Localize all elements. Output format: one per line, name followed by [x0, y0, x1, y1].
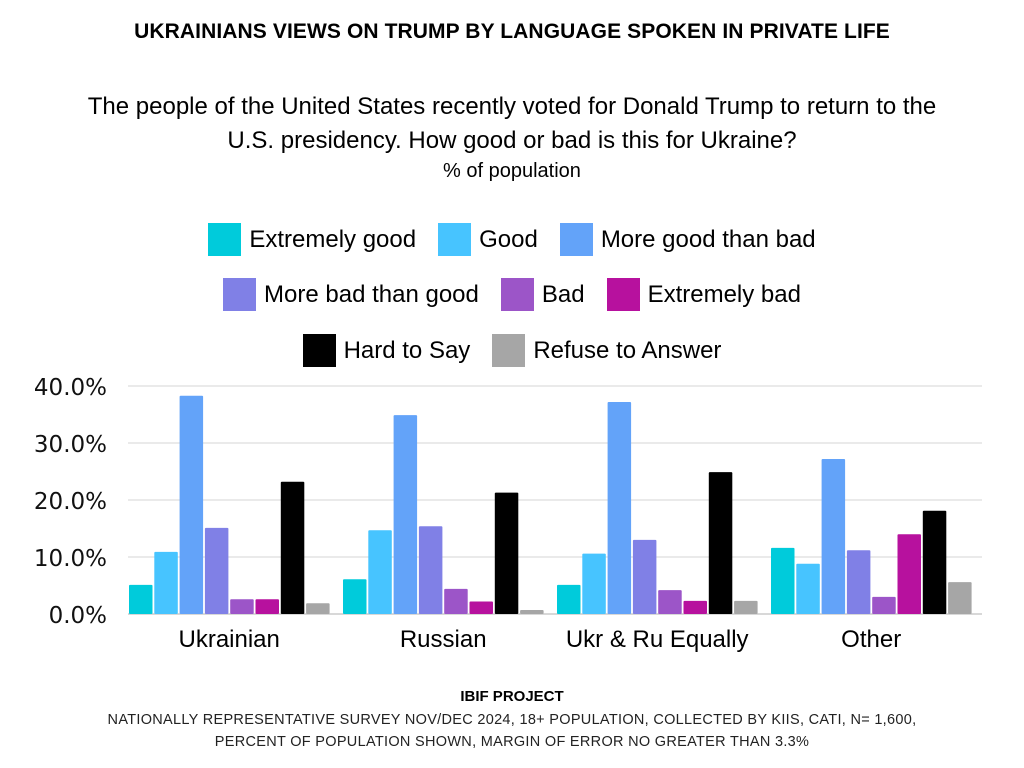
bar-bad-other: [872, 596, 896, 614]
bars: [129, 395, 972, 614]
y-tick-label: 40.0%: [34, 375, 107, 401]
legend-swatch: [606, 278, 640, 311]
bar-extremely-good-other: [771, 547, 795, 614]
bar-extremely-bad-other: [897, 534, 921, 614]
legend-label: Refuse to Answer: [533, 336, 722, 364]
y-axis-ticks: 0.0% 10.0% 20.0% 30.0% 40.0%: [34, 375, 107, 629]
subtitle-line-1: The people of the United States recently…: [87, 93, 937, 120]
legend-label: Extremely bad: [647, 280, 801, 308]
legend-item: Refuse to Answer: [492, 334, 721, 367]
bar-hard-to-say-ukrainian: [280, 481, 305, 614]
x-category-label: Ukrainian: [179, 626, 280, 653]
legend-swatch: [492, 334, 526, 367]
bar-more-bad-than-good-ukrainian: [204, 527, 229, 614]
bar-extremely-bad-ukrainian: [255, 599, 279, 614]
bar-more-good-than-bad-ukrainian: [179, 395, 204, 614]
legend-swatch: [438, 223, 472, 256]
bar-good-ukrainian: [154, 551, 178, 614]
bar-bad-ukrainian: [230, 599, 254, 614]
bar-bad-ukr-ru-equally: [658, 590, 682, 614]
footer-heading: IBIF PROJECT: [460, 688, 564, 705]
y-tick-label: 0.0%: [49, 603, 107, 629]
y-tick-label: 10.0%: [34, 546, 107, 572]
x-category-label: Russian: [400, 626, 487, 653]
bar-hard-to-say-ukr-ru-equally: [708, 472, 733, 614]
legend-item: Good: [438, 223, 538, 256]
bar-refuse-to-answer-other: [948, 582, 972, 614]
bar-extremely-good-russian: [343, 579, 367, 614]
bar-more-good-than-bad-other: [821, 459, 846, 614]
bar-good-other: [796, 563, 820, 614]
legend-item: Hard to Say: [302, 334, 471, 367]
bar-hard-to-say-russian: [494, 492, 519, 614]
legend-swatch: [302, 334, 336, 367]
footer-line-1: NATIONALLY REPRESENTATIVE SURVEY NOV/DEC…: [107, 712, 917, 728]
legend-row: Hard to Say Refuse to Answer: [0, 334, 1024, 367]
bar-more-bad-than-good-russian: [418, 526, 443, 614]
x-category-label: Other: [841, 626, 901, 653]
legend-label: More bad than good: [264, 280, 479, 308]
legend-row: More bad than good Bad Extremely bad: [0, 278, 1024, 311]
unit-note: % of population: [443, 160, 581, 182]
bar-good-russian: [368, 530, 392, 614]
bar-hard-to-say-other: [922, 510, 947, 614]
legend-item: Bad: [500, 278, 585, 311]
legend-label: Bad: [541, 280, 585, 308]
x-axis-labels: Ukrainian Russian Ukr & Ru Equally Other: [179, 626, 902, 653]
y-tick-label: 20.0%: [34, 489, 107, 515]
bar-extremely-good-ukrainian: [129, 584, 153, 614]
bar-bad-russian: [444, 588, 468, 614]
chart-title: UKRAINIANS VIEWS ON TRUMP BY LANGUAGE SP…: [134, 20, 890, 43]
legend-swatch: [500, 278, 534, 311]
bar-more-bad-than-good-other: [846, 550, 871, 614]
bar-more-good-than-bad-ukr-ru-equally: [607, 402, 632, 614]
legend-label: Hard to Say: [343, 336, 471, 364]
legend-item: Extremely good: [208, 223, 416, 256]
legend-row: Extremely good Good More good than bad: [0, 223, 1024, 256]
bar-refuse-to-answer-russian: [520, 610, 544, 614]
legend-label: Extremely good: [249, 225, 417, 253]
footer-note: NATIONALLY REPRESENTATIVE SURVEY NOV/DEC…: [0, 709, 1024, 753]
bar-extremely-good-ukr-ru-equally: [557, 584, 581, 614]
legend-swatch: [208, 223, 242, 256]
legend-item: More good than bad: [559, 223, 816, 256]
footer-line-2: PERCENT OF POPULATION SHOWN, MARGIN OF E…: [214, 734, 810, 750]
legend-item: More bad than good: [223, 278, 479, 311]
bar-refuse-to-answer-ukrainian: [306, 603, 330, 614]
bar-refuse-to-answer-ukr-ru-equally: [734, 600, 758, 614]
bar-more-bad-than-good-ukr-ru-equally: [632, 539, 657, 614]
subtitle-line-2: U.S. presidency. How good or bad is this…: [227, 127, 797, 154]
y-tick-label: 30.0%: [34, 432, 107, 458]
legend-label: More good than bad: [600, 225, 816, 253]
legend-swatch: [223, 278, 257, 311]
bar-extremely-bad-ukr-ru-equally: [683, 600, 707, 614]
legend-swatch: [559, 223, 593, 256]
bar-extremely-bad-russian: [469, 601, 493, 614]
bar-more-good-than-bad-russian: [393, 415, 418, 614]
legend-item: Extremely bad: [606, 278, 801, 311]
x-category-label: Ukr & Ru Equally: [566, 626, 749, 653]
bar-good-ukr-ru-equally: [582, 553, 606, 614]
chart-subtitle: The people of the United States recently…: [20, 90, 1004, 158]
legend-label: Good: [479, 225, 538, 253]
